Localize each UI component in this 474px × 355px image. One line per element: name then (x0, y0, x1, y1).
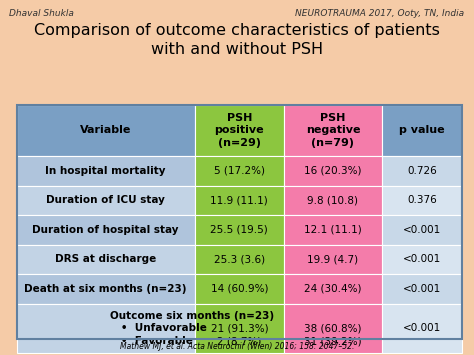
Bar (195, 274, 284, 304)
Bar (17, 186, 195, 215)
Text: 16 (20.3%): 16 (20.3%) (304, 166, 362, 176)
Text: 12.1 (11.1): 12.1 (11.1) (304, 225, 362, 235)
Text: Duration of hospital stay: Duration of hospital stay (32, 225, 179, 235)
Text: 25.5 (19.5): 25.5 (19.5) (210, 225, 268, 235)
Text: 0.376: 0.376 (407, 195, 437, 206)
Bar (195, 245, 284, 274)
Bar (284, 186, 382, 215)
Text: 24 (30.4%): 24 (30.4%) (304, 284, 362, 294)
Text: <0.001: <0.001 (403, 311, 441, 346)
Text: 0.726: 0.726 (407, 166, 437, 176)
Text: NEUROTRAUMA 2017, Ooty, TN, India: NEUROTRAUMA 2017, Ooty, TN, India (295, 9, 465, 18)
Text: PSH
positive
(n=29): PSH positive (n=29) (215, 113, 264, 148)
Bar (284, 156, 382, 186)
Bar (17, 105, 195, 156)
Text: Death at six months (n=23): Death at six months (n=23) (25, 284, 187, 294)
Bar (17, 156, 195, 186)
Bar (17, 245, 195, 274)
Bar (195, 304, 284, 353)
Text: p value: p value (399, 125, 445, 136)
Bar (382, 304, 462, 353)
Bar (195, 156, 284, 186)
Text: PSH
negative
(n=79): PSH negative (n=79) (306, 113, 360, 148)
Text: 19.9 (4.7): 19.9 (4.7) (307, 254, 358, 264)
Bar (195, 186, 284, 215)
Bar (17, 215, 195, 245)
Text: 21 (91.3%)
2 (8.7%): 21 (91.3%) 2 (8.7%) (210, 311, 268, 346)
Text: 38 (60.8%)
31 (39.2%): 38 (60.8%) 31 (39.2%) (304, 311, 362, 346)
Text: Dhaval Shukla: Dhaval Shukla (9, 9, 74, 18)
Bar (17, 274, 195, 304)
Bar (382, 156, 462, 186)
Text: 11.9 (11.1): 11.9 (11.1) (210, 195, 268, 206)
Text: <0.001: <0.001 (403, 284, 441, 294)
Text: DRS at discharge: DRS at discharge (55, 254, 156, 264)
Text: Variable: Variable (80, 125, 131, 136)
Bar (195, 105, 284, 156)
Text: Duration of ICU stay: Duration of ICU stay (46, 195, 165, 206)
Bar (17, 105, 462, 339)
Bar (382, 245, 462, 274)
Bar (382, 274, 462, 304)
Bar (284, 105, 382, 156)
Bar (382, 105, 462, 156)
Bar (382, 215, 462, 245)
Text: 14 (60.9%): 14 (60.9%) (210, 284, 268, 294)
Text: Outcome six months (n=23)
   •  Unfavorable
   •  Favorable: Outcome six months (n=23) • Unfavorable … (110, 311, 274, 346)
Bar (284, 245, 382, 274)
Bar (284, 274, 382, 304)
Text: 25.3 (3.6): 25.3 (3.6) (214, 254, 265, 264)
Text: 9.8 (10.8): 9.8 (10.8) (308, 195, 358, 206)
Text: In hospital mortality: In hospital mortality (46, 166, 166, 176)
Text: Comparison of outcome characteristics of patients
with and without PSH: Comparison of outcome characteristics of… (34, 23, 440, 57)
Text: <0.001: <0.001 (403, 225, 441, 235)
Bar (284, 304, 382, 353)
Bar (17, 304, 195, 353)
Text: 5 (17.2%): 5 (17.2%) (214, 166, 265, 176)
Text: <0.001: <0.001 (403, 254, 441, 264)
Bar (284, 215, 382, 245)
Bar (382, 186, 462, 215)
Bar (195, 215, 284, 245)
Text: Mathew MJ, et al. Acta Neurochir (Wien) 2016; 158: 2047–52.: Mathew MJ, et al. Acta Neurochir (Wien) … (120, 342, 354, 351)
